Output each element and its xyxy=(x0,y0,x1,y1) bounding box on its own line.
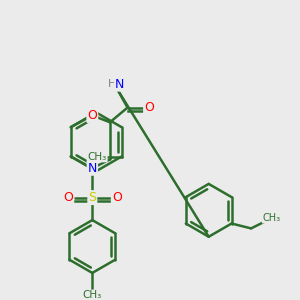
Text: CH₃: CH₃ xyxy=(262,213,281,223)
Text: H: H xyxy=(108,79,116,89)
Text: O: O xyxy=(144,101,154,114)
Text: O: O xyxy=(63,191,73,204)
Text: CH₃: CH₃ xyxy=(88,152,107,161)
Text: S: S xyxy=(88,191,96,204)
Text: N: N xyxy=(88,162,97,175)
Text: N: N xyxy=(115,78,124,91)
Text: CH₃: CH₃ xyxy=(83,290,102,300)
Text: O: O xyxy=(112,191,122,204)
Text: O: O xyxy=(87,109,97,122)
